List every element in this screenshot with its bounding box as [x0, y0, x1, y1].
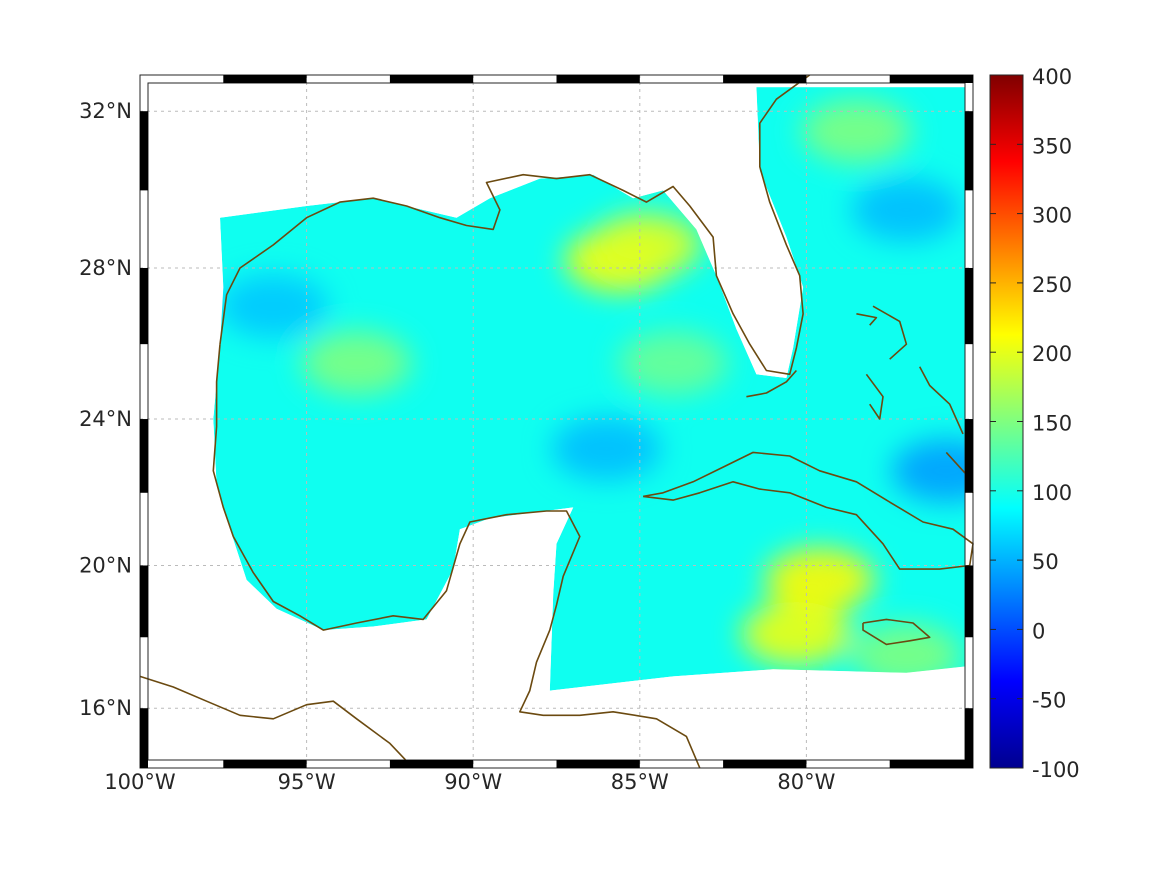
coastline-cuba: [642, 451, 974, 570]
frame-segment-bottom: [889, 760, 973, 768]
frame-segment-left: [140, 267, 148, 345]
frame-segment-right: [965, 419, 973, 493]
frame-segment-top: [389, 75, 474, 83]
coastline: [139, 74, 974, 769]
frame-segment-left: [140, 419, 148, 493]
graticule: [140, 75, 973, 768]
field-base: [213, 87, 965, 691]
coastline-us: [219, 74, 811, 376]
field-feature-high-jamaica-south: [741, 601, 852, 666]
coastline-pacific: [139, 675, 414, 769]
lat-tick-label: 16°N: [79, 696, 132, 720]
colorbar: -100 -50 0 50 100 150 200 250 300 350 400: [989, 65, 1080, 782]
map-frame: [139, 74, 974, 769]
frame-segment-top: [723, 75, 807, 83]
lon-tick-label: 80°W: [777, 770, 835, 794]
lat-tick-label: 20°N: [79, 553, 132, 577]
colorbar-tick-label: -50: [1032, 689, 1066, 713]
longitude-tick-labels: 100°W 95°W 90°W 85°W 80°W: [104, 770, 835, 794]
coastline-bahamas-andros: [865, 373, 884, 420]
lat-tick-label: 28°N: [79, 256, 132, 280]
lon-tick-label: 90°W: [444, 770, 502, 794]
lon-tick-label: 100°W: [104, 770, 176, 794]
frame-segment-bottom: [556, 760, 640, 768]
frame-segment-right: [965, 708, 973, 768]
field-feature-low-west-gulf: [218, 274, 329, 339]
coastline-bahamas-eleuthera: [918, 366, 964, 435]
data-field-layer: [213, 87, 965, 691]
field-feature-high-ne-gulf-2: [591, 212, 702, 277]
colorbar-ticks: -100 -50 0 50 100 150 200 250 300 350 400: [990, 65, 1080, 782]
frame-segment-bottom: [223, 760, 307, 768]
field-feature-low-atlantic: [851, 177, 962, 242]
coastline-mexico: [212, 344, 701, 769]
field-feature-high-western-gulf: [301, 331, 412, 395]
coastline-bahamas-grand: [856, 313, 878, 326]
field-feature-low-bahamas: [891, 438, 965, 503]
map-area: 100°W 95°W 90°W 85°W 80°W 16°N 20°N 24°N 28°N 32…: [79, 74, 974, 794]
frame-segment-right: [965, 111, 973, 191]
latitude-tick-labels: 16°N 20°N 24°N 28°N 32°N: [79, 99, 132, 720]
colorbar-tick-label: 400: [1032, 65, 1072, 89]
lon-tick-label: 95°W: [278, 770, 336, 794]
field-feature-high-cayman: [764, 547, 875, 612]
colorbar-tick-label: 150: [1032, 412, 1072, 436]
field-feature-high-florida-straits: [618, 331, 729, 395]
frame-segment-left: [140, 708, 148, 768]
lat-tick-label: 24°N: [79, 407, 132, 431]
lon-tick-label: 85°W: [611, 770, 669, 794]
colorbar-tick-label: 350: [1032, 134, 1072, 158]
field-feature-high-atlantic-north: [801, 99, 912, 164]
colorbar-tick-label: 0: [1032, 619, 1045, 643]
colorbar-tick-label: 100: [1032, 481, 1072, 505]
colorbar-tick-label: 50: [1032, 550, 1059, 574]
lat-tick-label: 32°N: [79, 99, 132, 123]
coastline-keys: [746, 369, 797, 398]
coastline-bahamas-abaco: [872, 305, 908, 360]
colorbar-tick-label: 200: [1032, 342, 1072, 366]
frame-segment-right: [965, 267, 973, 345]
frame-segment-top: [223, 75, 307, 83]
frame-segment-top: [889, 75, 973, 83]
colorbar-tick-label: -100: [1032, 758, 1080, 782]
frame-segment-top: [556, 75, 640, 83]
frame-segment-bottom: [723, 760, 807, 768]
frame-segment-bottom: [389, 760, 474, 768]
colorbar-tick-label: 250: [1032, 273, 1072, 297]
coastline-jamaica: [862, 618, 931, 646]
colorbar-tick-label: 300: [1032, 204, 1072, 228]
frame-segment-right: [965, 565, 973, 638]
field-group: [213, 87, 965, 691]
field-feature-low-central: [551, 416, 662, 481]
frame-segment-left: [140, 111, 148, 191]
frame-segment-left: [140, 565, 148, 638]
